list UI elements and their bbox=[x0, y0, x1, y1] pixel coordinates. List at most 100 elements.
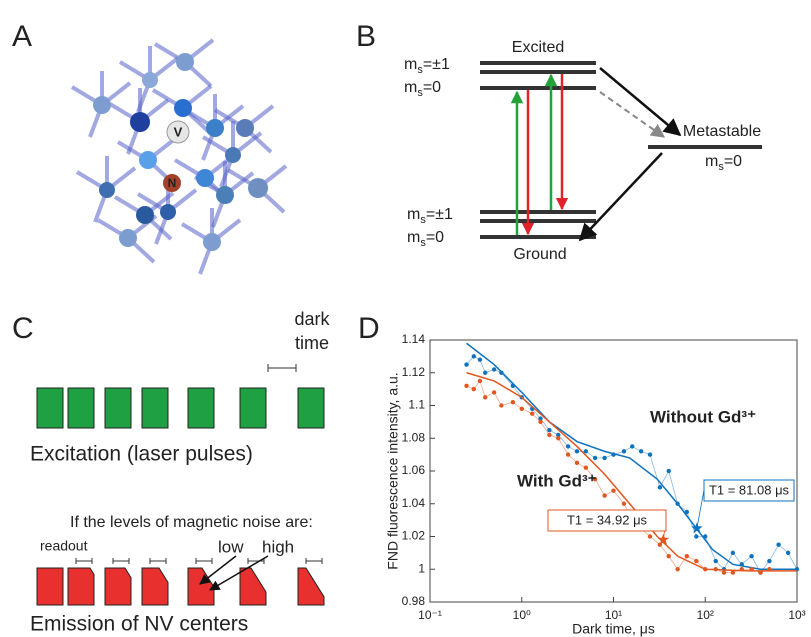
data-point bbox=[472, 387, 476, 391]
data-point bbox=[478, 357, 482, 361]
data-point bbox=[602, 456, 606, 460]
emission-pulse bbox=[240, 568, 266, 605]
atom bbox=[206, 119, 224, 137]
level-symbol: m bbox=[407, 206, 420, 223]
emission-pulse bbox=[68, 568, 94, 605]
state-label: Ground bbox=[513, 246, 566, 263]
data-point bbox=[740, 567, 744, 571]
data-point bbox=[703, 534, 707, 538]
data-point bbox=[483, 371, 487, 375]
y-tick-label: 1.04 bbox=[402, 496, 426, 510]
t1-label: T1 = 34.92 μs bbox=[567, 512, 648, 527]
level-value: =0 bbox=[426, 229, 444, 246]
series-label: With Gd³⁺ bbox=[517, 471, 597, 490]
data-point bbox=[675, 502, 679, 506]
data-point bbox=[556, 436, 560, 440]
atom bbox=[225, 147, 241, 163]
data-point bbox=[622, 449, 626, 453]
data-point bbox=[611, 452, 615, 456]
data-point bbox=[602, 493, 606, 497]
y-tick-label: 1.1 bbox=[408, 398, 425, 412]
caption: If the levels of magnetic noise are: bbox=[70, 514, 313, 531]
data-point bbox=[648, 534, 652, 538]
emission-pulse bbox=[298, 568, 324, 605]
data-point bbox=[667, 554, 671, 558]
data-point bbox=[658, 485, 662, 489]
data-point bbox=[593, 456, 597, 460]
caption: Excitation (laser pulses) bbox=[30, 443, 253, 466]
data-point bbox=[648, 452, 652, 456]
data-point bbox=[492, 367, 496, 371]
data-point bbox=[722, 570, 726, 574]
atom bbox=[196, 169, 214, 187]
emission-pulse bbox=[105, 568, 131, 605]
data-point bbox=[547, 433, 551, 437]
x-tick-label: 10² bbox=[697, 608, 714, 622]
atom-label: V bbox=[174, 124, 183, 139]
data-point bbox=[520, 407, 524, 411]
data-point bbox=[740, 562, 744, 566]
state-label: Excited bbox=[512, 39, 564, 56]
data-point bbox=[767, 567, 771, 571]
data-point bbox=[547, 428, 551, 432]
data-point bbox=[538, 420, 542, 424]
atom-label: N bbox=[168, 176, 177, 190]
state-label: Metastable bbox=[683, 123, 761, 140]
data-point bbox=[492, 390, 496, 394]
data-point bbox=[499, 371, 503, 375]
atom bbox=[139, 151, 157, 169]
level-value: =±1 bbox=[426, 206, 453, 223]
atom bbox=[174, 99, 192, 117]
energy-diagram: Excited Ground Metastable ms=±1ms=0ms=±1… bbox=[404, 39, 762, 263]
atom bbox=[99, 182, 115, 198]
caption: low bbox=[218, 537, 244, 556]
y-tick-label: 1.06 bbox=[402, 463, 426, 477]
emission-pulse bbox=[37, 568, 63, 605]
level-symbol: m bbox=[404, 79, 417, 96]
data-point bbox=[584, 466, 588, 470]
atom bbox=[119, 229, 137, 247]
data-point bbox=[731, 551, 735, 555]
data-point bbox=[630, 444, 634, 448]
data-point bbox=[786, 551, 790, 555]
readout-bar bbox=[196, 558, 212, 564]
laser-pulse bbox=[105, 388, 131, 428]
series-label: Without Gd³⁺ bbox=[650, 407, 756, 426]
data-point bbox=[511, 400, 515, 404]
y-tick-label: 1.08 bbox=[402, 430, 426, 444]
readout-bar bbox=[113, 558, 129, 564]
atom bbox=[248, 178, 268, 198]
data-point bbox=[767, 559, 771, 563]
readout-bar bbox=[150, 558, 166, 564]
level-symbol: m bbox=[705, 153, 718, 170]
readout-bar bbox=[306, 558, 322, 564]
caption: Emission of NV centers bbox=[30, 613, 248, 636]
pointer bbox=[200, 556, 236, 584]
data-point bbox=[575, 449, 579, 453]
panel-label: A bbox=[12, 20, 32, 53]
data-point bbox=[530, 411, 534, 415]
y-tick-label: 1.12 bbox=[402, 365, 426, 379]
level-label: ms=±1 bbox=[407, 206, 453, 226]
data-point bbox=[566, 452, 570, 456]
caption: high bbox=[262, 537, 294, 556]
laser-pulse bbox=[37, 388, 63, 428]
caption: readout bbox=[40, 538, 88, 554]
level-symbol: m bbox=[407, 229, 420, 246]
atom bbox=[136, 206, 154, 224]
y-tick-label: 1.02 bbox=[402, 529, 426, 543]
data-point bbox=[575, 461, 579, 465]
data-point bbox=[478, 379, 482, 383]
data-point bbox=[667, 469, 671, 473]
readout-bar bbox=[76, 558, 92, 564]
data-point bbox=[749, 554, 753, 558]
x-tick-label: 10⁻¹ bbox=[418, 608, 442, 622]
dark-time-label: time bbox=[295, 333, 329, 353]
data-point bbox=[472, 354, 476, 358]
atom bbox=[236, 119, 254, 137]
data-point bbox=[703, 567, 707, 571]
dark-time-label: dark bbox=[294, 309, 330, 329]
data-point bbox=[499, 403, 503, 407]
level-label: ms=0 bbox=[407, 229, 444, 249]
